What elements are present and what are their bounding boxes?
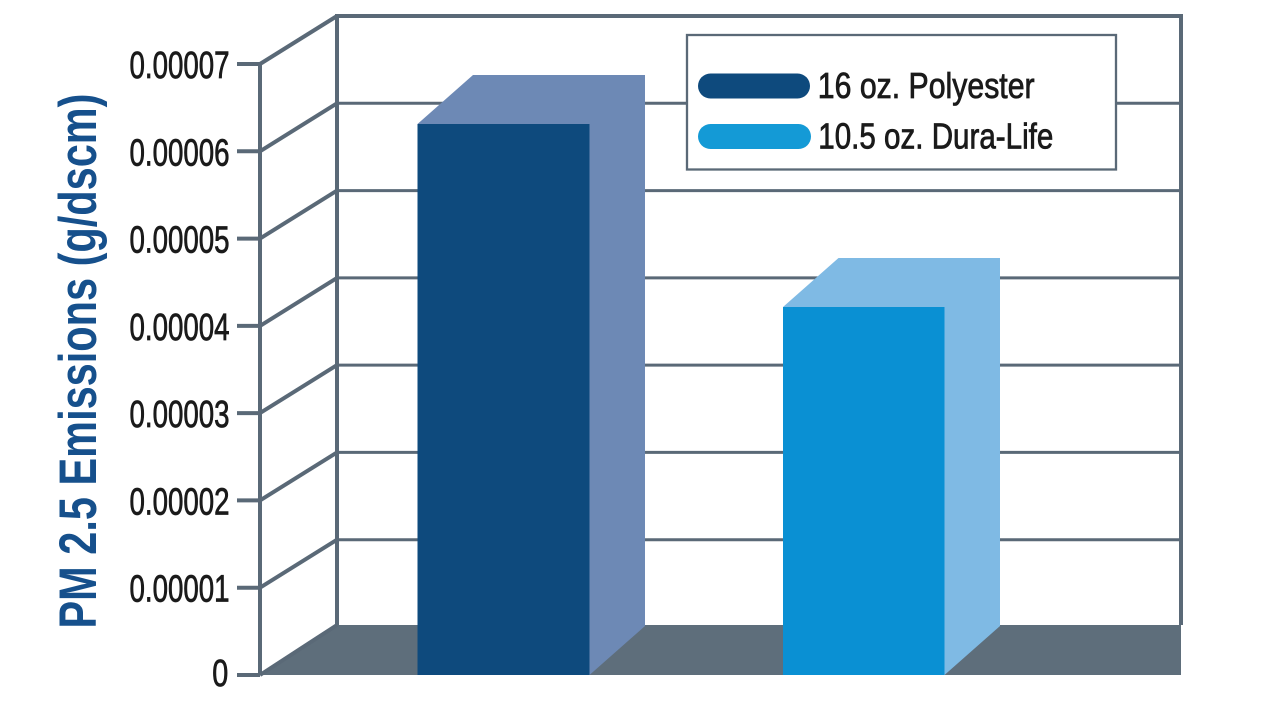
svg-text:0.00004: 0.00004	[130, 307, 230, 349]
svg-text:16 oz. Polyester: 16 oz. Polyester	[818, 65, 1035, 106]
svg-text:0.00001: 0.00001	[130, 569, 230, 611]
svg-text:0.00005: 0.00005	[130, 220, 230, 262]
svg-text:0.00003: 0.00003	[130, 394, 230, 436]
svg-text:0.00007: 0.00007	[130, 45, 230, 87]
svg-text:0.00006: 0.00006	[130, 132, 230, 174]
svg-text:10.5 oz. Dura-Life: 10.5 oz. Dura-Life	[818, 116, 1053, 157]
svg-text:0.00002: 0.00002	[130, 481, 230, 523]
svg-text:PM 2.5 Emissions (g/dscm): PM 2.5 Emissions (g/dscm)	[49, 94, 108, 629]
svg-text:0: 0	[212, 653, 228, 695]
